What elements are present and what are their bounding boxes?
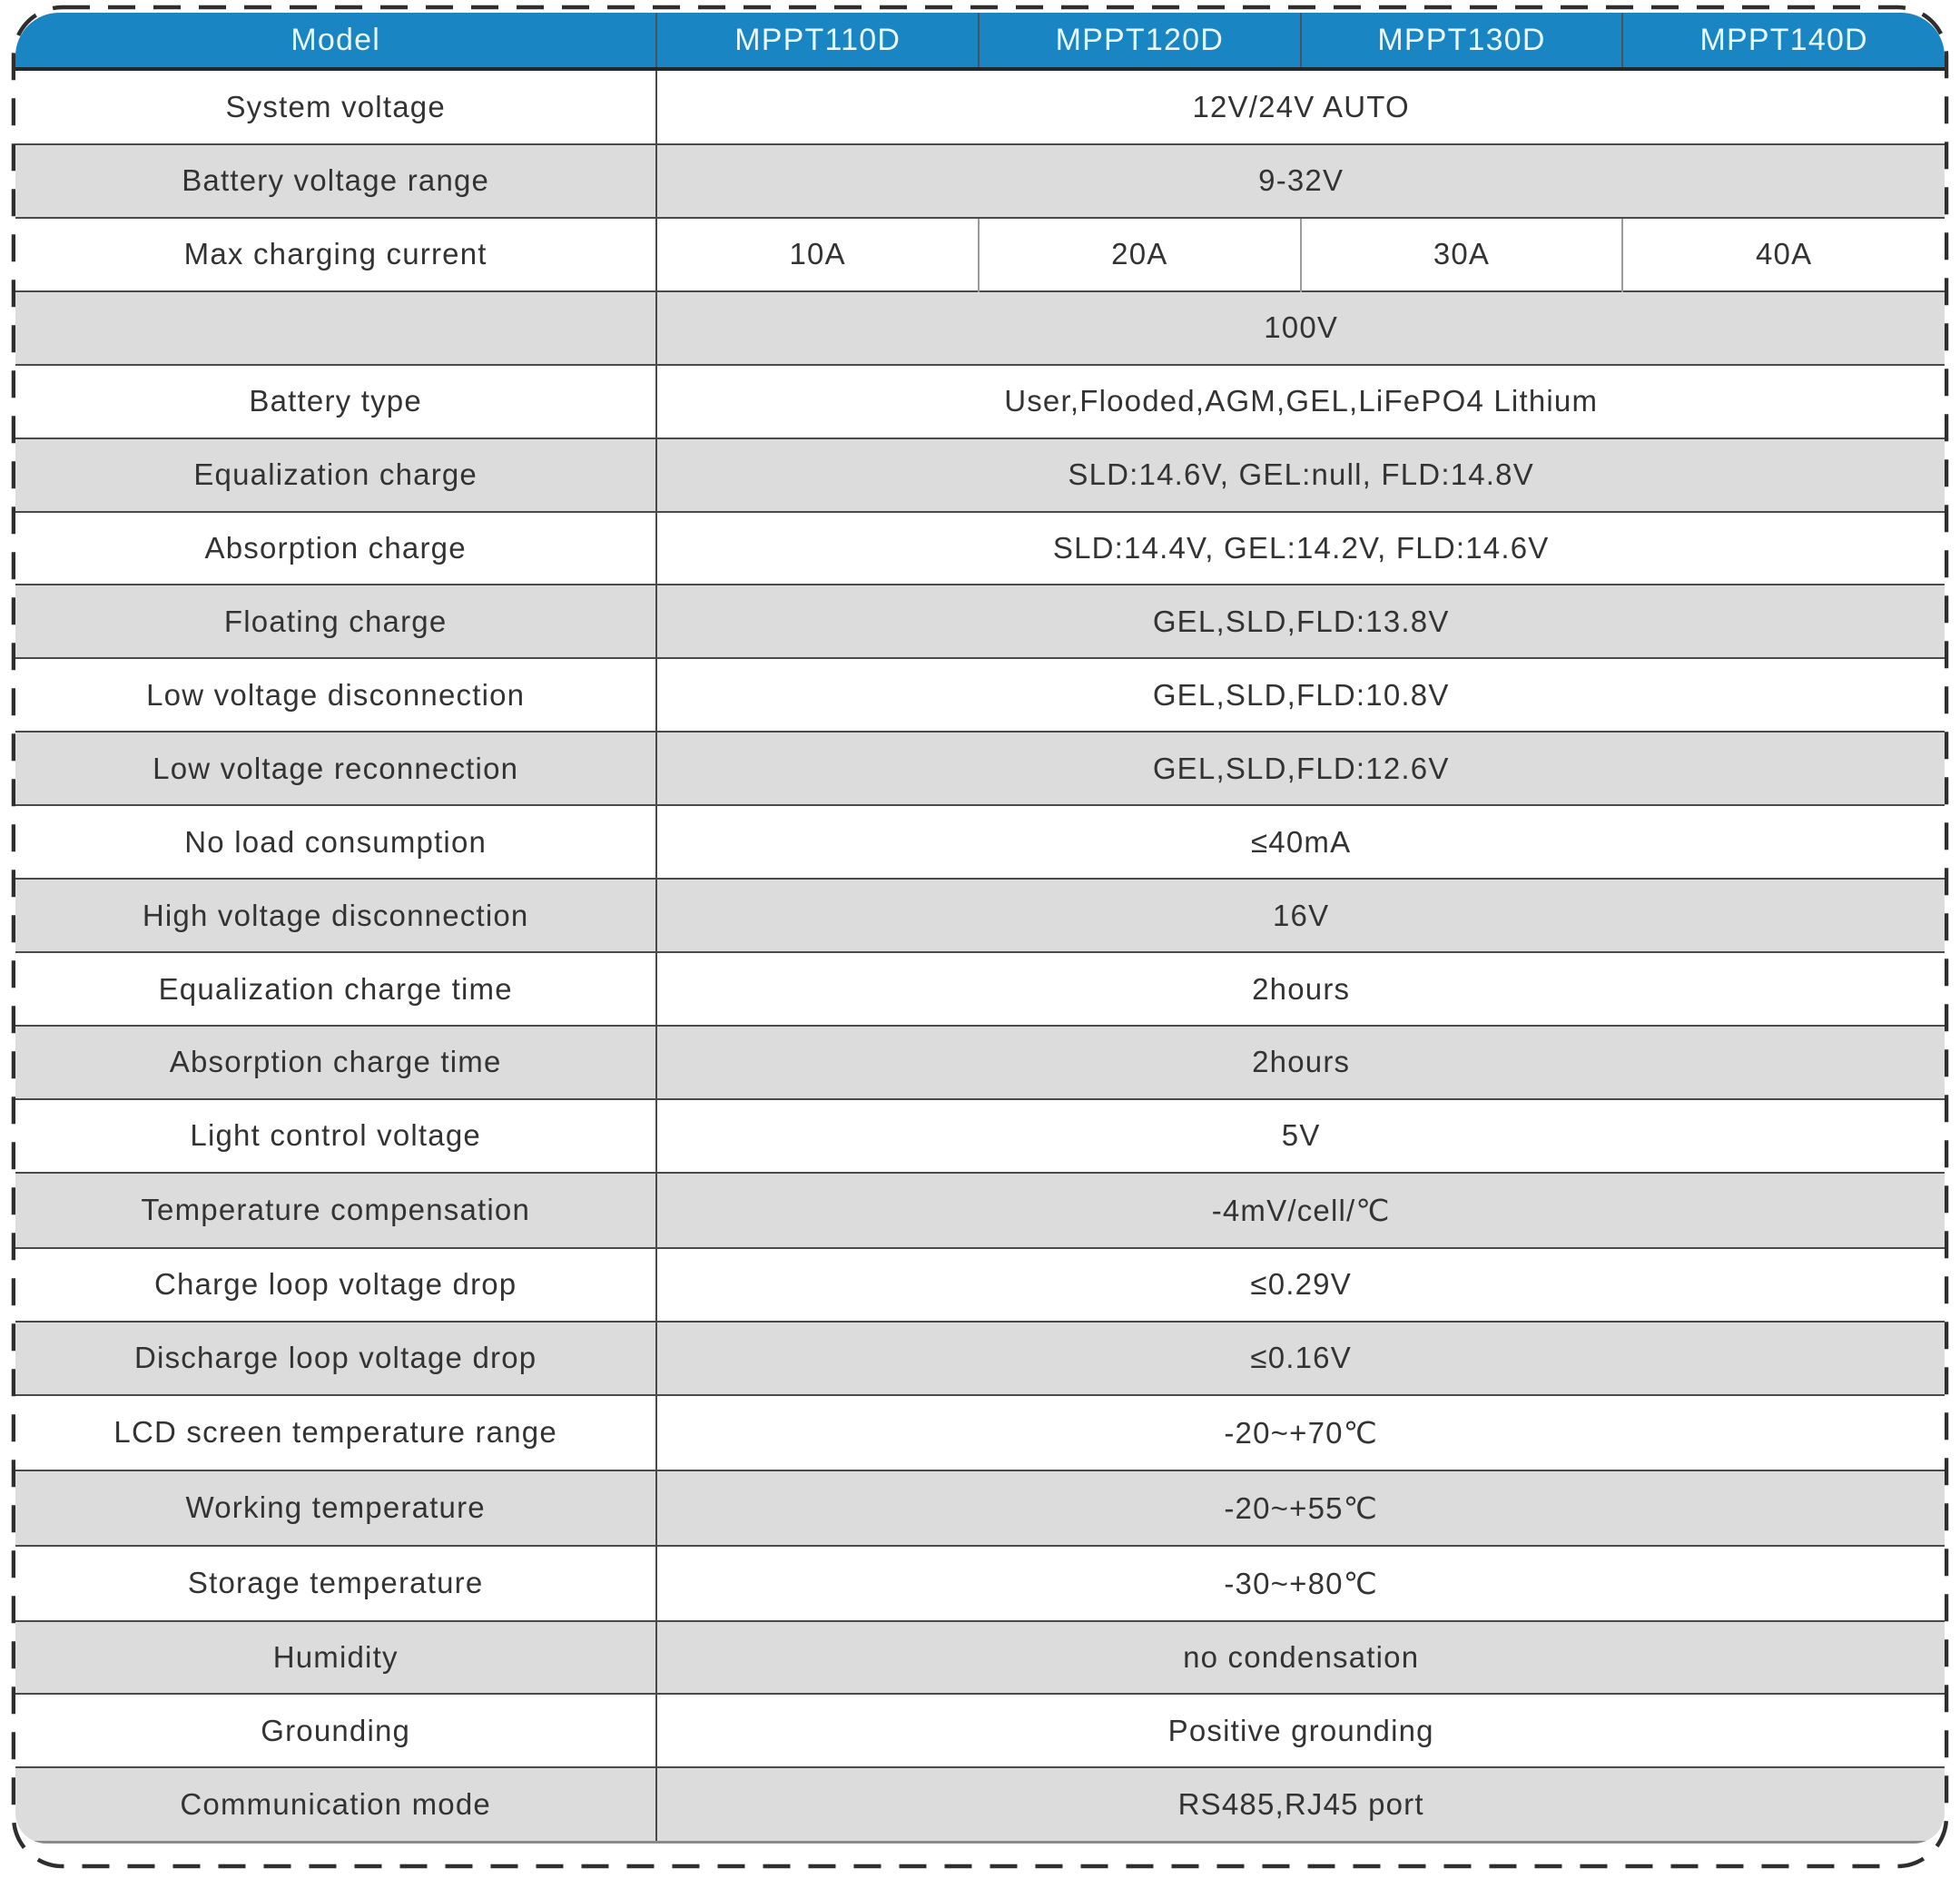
table-row: Light control voltage 5V (15, 1097, 1945, 1173)
table-row: LCD screen temperature range -20~+70℃ (15, 1393, 1945, 1470)
row-label: System voltage (15, 69, 658, 144)
table-row: Equalization charge time 2hours (15, 951, 1945, 1027)
table-row: Working temperature -20~+55℃ (15, 1469, 1945, 1546)
row-label: LCD screen temperature range (15, 1393, 658, 1470)
table-row: Grounding Positive grounding (15, 1693, 1945, 1768)
table-row: Temperature compensation -4mV/cell/℃ (15, 1171, 1945, 1248)
row-value: RS485,RJ45 port (656, 1766, 1945, 1844)
row-value: User,Flooded,AGM,GEL,LiFePO4 Lithium (656, 363, 1945, 438)
row-value: 2hours (656, 1025, 1945, 1099)
row-value: -4mV/cell/℃ (656, 1171, 1945, 1248)
spec-table: Model MPPT110D MPPT120D MPPT130D MPPT140… (15, 13, 1945, 1844)
header-cell-mppt110d: MPPT110D (655, 13, 979, 71)
row-value: SLD:14.6V, GEL:null, FLD:14.8V (656, 437, 1945, 512)
table-row: Absorption charge time 2hours (15, 1025, 1945, 1099)
row-label: High voltage disconnection (15, 878, 658, 953)
table-row: Humidity no condensation (15, 1619, 1945, 1695)
row-value: no condensation (656, 1619, 1945, 1695)
table-row: Discharge loop voltage drop ≤0.16V (15, 1320, 1945, 1395)
row-label: Grounding (15, 1693, 658, 1768)
spec-table-container: Model MPPT110D MPPT120D MPPT130D MPPT140… (15, 13, 1945, 1844)
table-row: Charge loop voltage drop ≤0.29V (15, 1246, 1945, 1322)
table-row: High voltage disconnection 16V (15, 878, 1945, 953)
row-value: -20~+70℃ (656, 1393, 1945, 1470)
row-label: Discharge loop voltage drop (15, 1320, 658, 1395)
row-value: 2hours (656, 951, 1945, 1027)
row-label: No load consumption (15, 804, 658, 880)
row-label (15, 290, 658, 365)
row-value: GEL,SLD,FLD:13.8V (656, 584, 1945, 659)
row-label: Light control voltage (15, 1097, 658, 1173)
row-label: Storage temperature (15, 1544, 658, 1621)
table-row: Absorption charge SLD:14.4V, GEL:14.2V, … (15, 510, 1945, 585)
table-header: Model MPPT110D MPPT120D MPPT130D MPPT140… (15, 13, 1945, 71)
row-value: GEL,SLD,FLD:10.8V (656, 657, 1945, 733)
row-label: Equalization charge time (15, 951, 658, 1027)
row-value: SLD:14.4V, GEL:14.2V, FLD:14.6V (656, 510, 1945, 585)
row-value: GEL,SLD,FLD:12.6V (656, 731, 1945, 806)
table-row: System voltage 12V/24V AUTO (15, 69, 1945, 144)
header-cell-mppt130d: MPPT130D (1299, 13, 1623, 71)
table-row: No load consumption ≤40mA (15, 804, 1945, 880)
row-value-mppt120d: 20A (978, 216, 1301, 291)
row-label: Temperature compensation (15, 1171, 658, 1248)
row-value: ≤0.29V (656, 1246, 1945, 1322)
row-value: 9-32V (656, 143, 1945, 218)
row-value: ≤40mA (656, 804, 1945, 880)
row-label: Absorption charge time (15, 1025, 658, 1099)
row-label: Max charging current (15, 216, 658, 291)
row-label: Low voltage disconnection (15, 657, 658, 733)
row-label: Absorption charge (15, 510, 658, 585)
table-row: Low voltage reconnection GEL,SLD,FLD:12.… (15, 731, 1945, 806)
row-label: Humidity (15, 1619, 658, 1695)
table-row: Floating charge GEL,SLD,FLD:13.8V (15, 584, 1945, 659)
header-cell-mppt120d: MPPT120D (978, 13, 1301, 71)
row-value-mppt130d: 30A (1299, 216, 1623, 291)
row-label: Equalization charge (15, 437, 658, 512)
row-value: ≤0.16V (656, 1320, 1945, 1395)
row-label: Battery type (15, 363, 658, 438)
table-row: Communication mode RS485,RJ45 port (15, 1766, 1945, 1844)
row-value-mppt140d: 40A (1621, 216, 1945, 291)
header-row: Model MPPT110D MPPT120D MPPT130D MPPT140… (15, 13, 1945, 71)
row-value: 16V (656, 878, 1945, 953)
row-value: -20~+55℃ (656, 1469, 1945, 1546)
table-row: Equalization charge SLD:14.6V, GEL:null,… (15, 437, 1945, 512)
row-label: Charge loop voltage drop (15, 1246, 658, 1322)
row-label: Floating charge (15, 584, 658, 659)
row-label: Working temperature (15, 1469, 658, 1546)
table-row: Battery voltage range 9-32V (15, 143, 1945, 218)
table-row: Battery type User,Flooded,AGM,GEL,LiFePO… (15, 363, 1945, 438)
row-value: 100V (656, 290, 1945, 365)
table-row: Max charging current 10A 20A 30A 40A (15, 216, 1945, 291)
row-value: Positive grounding (656, 1693, 1945, 1768)
table-row: Low voltage disconnection GEL,SLD,FLD:10… (15, 657, 1945, 733)
table-row: 100V (15, 290, 1945, 365)
row-value: -30~+80℃ (656, 1544, 1945, 1621)
row-value: 5V (656, 1097, 1945, 1173)
header-cell-mppt140d: MPPT140D (1621, 13, 1945, 71)
table-body: System voltage 12V/24V AUTO Battery volt… (15, 69, 1945, 1844)
row-label: Low voltage reconnection (15, 731, 658, 806)
table-row: Storage temperature -30~+80℃ (15, 1544, 1945, 1621)
row-value-mppt110d: 10A (656, 216, 979, 291)
row-label: Battery voltage range (15, 143, 658, 218)
header-cell-model: Model (15, 13, 657, 71)
row-value: 12V/24V AUTO (656, 69, 1945, 144)
row-label: Communication mode (15, 1766, 658, 1844)
